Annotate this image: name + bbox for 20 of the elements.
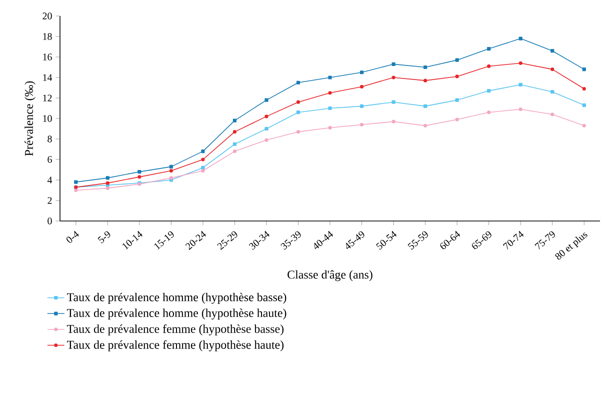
- legend-label: Taux de prévalence femme (hypothèse haute): [67, 340, 284, 352]
- legend-label: Taux de prévalence homme (hypothèse haute): [67, 308, 286, 320]
- x-tick-label: 5-9: [98, 231, 110, 244]
- x-tick-label: 0-4: [66, 230, 79, 243]
- y-tick-label: 4: [47, 176, 52, 184]
- y-tick-label: 6: [48, 156, 52, 163]
- x-axis-title: Classe d'âge (ans): [288, 270, 372, 282]
- y-tick-label: 12: [43, 94, 52, 102]
- y-tick-label: 18: [43, 33, 52, 40]
- y-tick-label: 16: [43, 54, 52, 60]
- y-tick-label: 8: [48, 136, 52, 142]
- y-tick-label: 14: [43, 74, 52, 81]
- y-tick-label: 2: [48, 197, 52, 204]
- legend-label: Taux de prévalence femme (hypothèse basse): [67, 324, 284, 336]
- legend-label: Taux de prévalence homme (hypothèse basse): [67, 292, 286, 304]
- y-tick-label: 0: [48, 218, 52, 224]
- y-tick-label: 20: [42, 12, 52, 20]
- y-axis-title: Prévalence (‰): [24, 81, 36, 156]
- x-tick-label: 80 et plus: [555, 232, 588, 260]
- y-tick-label: 10: [43, 115, 52, 122]
